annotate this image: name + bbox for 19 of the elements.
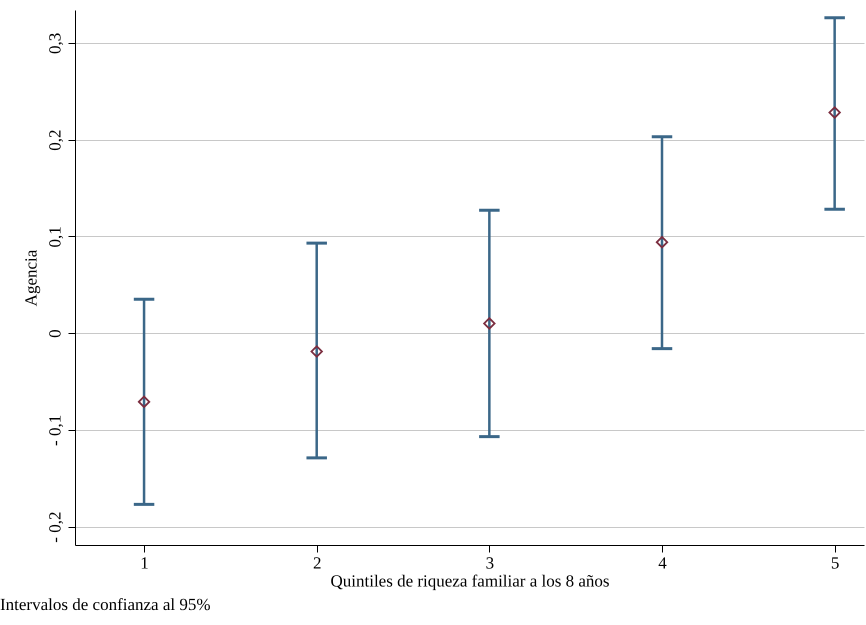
y-tick-label: - 0,2 <box>46 512 64 543</box>
point <box>310 345 323 358</box>
y-tick-label: 0,2 <box>46 130 64 151</box>
point <box>828 106 841 119</box>
point <box>483 317 496 330</box>
x-tick-label: 1 <box>140 554 149 572</box>
y-tick-label: 0,3 <box>46 32 64 54</box>
y-tick-label: 0,1 <box>46 226 64 248</box>
y-tick-label: 0 <box>46 329 64 338</box>
x-tick-label: 4 <box>658 554 668 572</box>
point <box>138 396 150 408</box>
point <box>656 236 668 248</box>
x-axis-title: Quintiles de riqueza familiar a los 8 años <box>330 572 610 590</box>
x-tick-label: 5 <box>830 554 840 572</box>
y-tick-label: - 0,1 <box>46 414 64 446</box>
x-tick-label: 2 <box>312 554 322 572</box>
text: Intervalos de confianza al 95% <box>0 595 211 614</box>
x-tick-label: 3 <box>486 554 494 572</box>
y-axis-title: Agencia <box>22 249 40 306</box>
